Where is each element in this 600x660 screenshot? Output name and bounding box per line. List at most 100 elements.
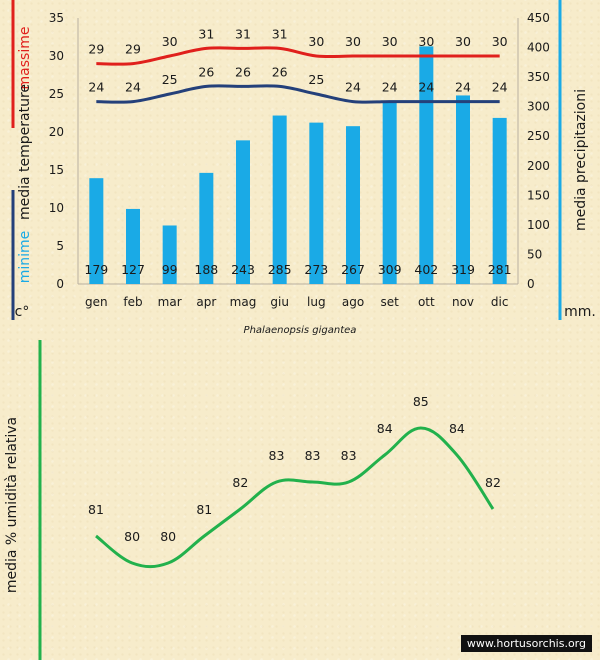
massime-value-label: 30 <box>308 34 324 49</box>
month-tick-label: ott <box>418 295 435 309</box>
precipitation-value-label: 273 <box>304 262 328 277</box>
humidity-value-label: 83 <box>269 448 285 463</box>
precipitation-value-label: 402 <box>414 262 438 277</box>
left-tick-label: 35 <box>49 11 64 25</box>
right-tick-label: 400 <box>527 41 550 55</box>
right-tick-label: 450 <box>527 11 550 25</box>
minime-value-label: 24 <box>492 80 508 95</box>
credit-badge: www.hortusorchis.org <box>460 635 592 652</box>
precipitation-value-label: 319 <box>451 262 475 277</box>
massime-value-label: 31 <box>198 26 214 41</box>
precipitation-value-label: 281 <box>488 262 512 277</box>
humidity-value-label: 82 <box>485 475 501 490</box>
precipitation-bar <box>162 225 177 284</box>
massime-value-label: 30 <box>455 34 471 49</box>
precipitation-bar <box>309 122 324 284</box>
precipitation-bar <box>419 46 434 284</box>
right-tick-label: 350 <box>527 70 550 84</box>
humidity-value-label: 80 <box>124 529 140 544</box>
month-tick-label: lug <box>307 295 326 309</box>
precipitation-bar <box>272 115 287 285</box>
humidity-value-label: 84 <box>449 421 465 436</box>
month-tick-label: mag <box>230 295 257 309</box>
precipitation-bar <box>236 140 250 284</box>
precipitation-bar <box>89 178 104 284</box>
precipitation-value-label: 243 <box>231 262 255 277</box>
precipitation-bar <box>492 117 507 284</box>
mm-unit: mm. <box>564 304 596 320</box>
left-tick-label: 25 <box>49 87 64 101</box>
celsius-unit: c° <box>15 304 30 320</box>
humidity-value-label: 84 <box>377 421 393 436</box>
massime-value-label: 30 <box>418 34 434 49</box>
humidity-value-label: 85 <box>413 394 429 409</box>
minime-value-label: 24 <box>345 80 361 95</box>
left-tick-label: 10 <box>49 201 64 215</box>
precipitation-bar <box>456 95 470 285</box>
right-tick-label: 200 <box>527 159 550 173</box>
precipitation-value-label: 127 <box>121 262 145 277</box>
minime-value-label: 26 <box>235 64 251 79</box>
month-tick-label: feb <box>123 295 142 309</box>
massime-value-label: 31 <box>235 26 251 41</box>
precipitation-value-label: 188 <box>194 262 218 277</box>
month-tick-label: set <box>380 295 399 309</box>
minime-value-label: 24 <box>88 80 104 95</box>
massime-line <box>96 46 500 66</box>
precip-axis-label: media precipitazioni <box>573 89 589 231</box>
left-tick-label: 0 <box>56 277 64 291</box>
left-tick-label: 15 <box>49 163 64 177</box>
left-tick-label: 20 <box>49 125 64 139</box>
precipitation-value-label: 267 <box>341 262 365 277</box>
right-tick-label: 50 <box>527 247 542 261</box>
month-tick-label: dic <box>491 295 509 309</box>
massime-value-label: 29 <box>88 42 104 57</box>
humidity-value-label: 81 <box>88 502 104 517</box>
minime-value-label: 24 <box>418 80 434 95</box>
right-tick-label: 250 <box>527 129 550 143</box>
massime-value-label: 30 <box>382 34 398 49</box>
humidity-line <box>95 426 495 569</box>
massime-value-label: 29 <box>125 42 141 57</box>
right-tick-label: 0 <box>527 277 535 291</box>
precipitation-value-label: 179 <box>84 262 108 277</box>
left-tick-label: 5 <box>56 239 64 253</box>
precipitation-value-label: 99 <box>162 262 178 277</box>
month-tick-label: apr <box>196 295 216 309</box>
month-tick-label: ago <box>342 295 364 309</box>
minime-value-label: 24 <box>382 80 398 95</box>
precipitation-bar <box>382 101 397 284</box>
minime-value-label: 25 <box>308 72 324 87</box>
month-tick-label: gen <box>85 295 108 309</box>
humidity-axis-label: media % umidità relativa <box>4 417 20 593</box>
precipitation-bar <box>199 172 214 284</box>
massime-label: massime <box>17 27 33 90</box>
left-tick-label: 30 <box>49 49 64 63</box>
humidity-value-label: 81 <box>196 502 212 517</box>
month-tick-label: nov <box>452 295 474 309</box>
chart-title: Phalaenopsis gigantea <box>244 325 357 336</box>
massime-value-label: 30 <box>492 34 508 49</box>
precipitation-bar <box>126 208 140 284</box>
temperature-axis-label: media temperature <box>17 84 33 220</box>
minime-value-label: 26 <box>272 64 288 79</box>
right-tick-label: 100 <box>527 218 550 232</box>
right-tick-label: 300 <box>527 100 550 114</box>
humidity-value-label: 83 <box>305 448 321 463</box>
month-tick-label: mar <box>158 295 182 309</box>
massime-value-label: 30 <box>345 34 361 49</box>
humidity-value-label: 80 <box>160 529 176 544</box>
minime-value-label: 24 <box>125 80 141 95</box>
minime-value-label: 24 <box>455 80 471 95</box>
right-tick-label: 150 <box>527 188 550 202</box>
humidity-value-label: 83 <box>341 448 357 463</box>
precipitation-value-label: 285 <box>268 262 292 277</box>
minime-value-label: 25 <box>162 72 178 87</box>
month-tick-label: giu <box>270 295 289 309</box>
massime-value-label: 30 <box>162 34 178 49</box>
precipitation-bar <box>346 126 360 284</box>
humidity-value-label: 82 <box>232 475 248 490</box>
massime-value-label: 31 <box>272 26 288 41</box>
humidity-chart: 81 80 80 81 82 83 83 83 84 85 84 82 <box>88 394 501 569</box>
